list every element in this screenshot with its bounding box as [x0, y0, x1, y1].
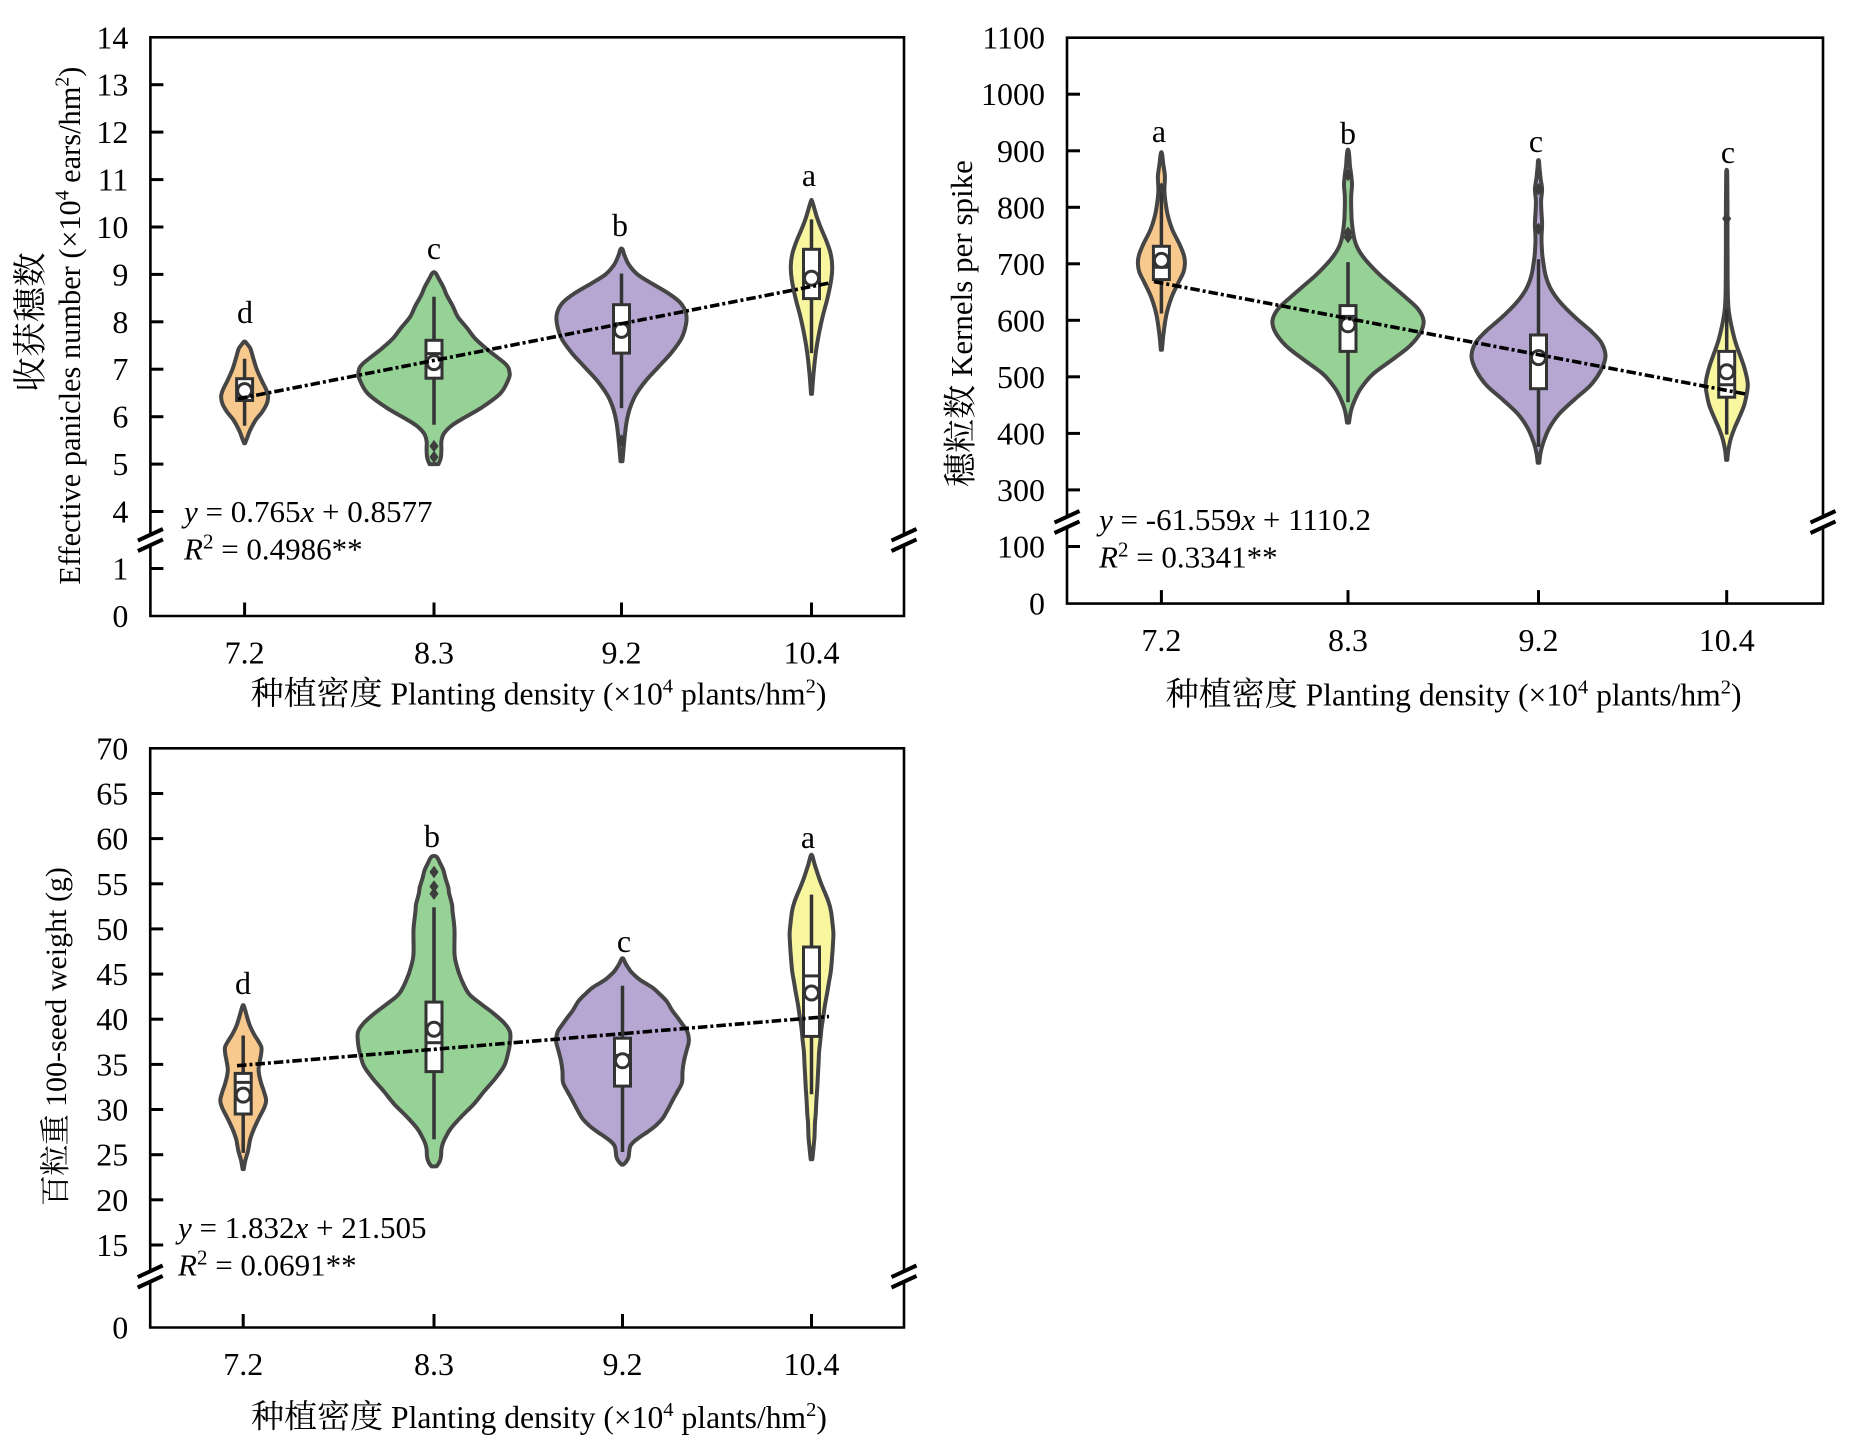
- svg-text:d: d: [235, 965, 251, 1001]
- svg-text:500: 500: [997, 359, 1045, 395]
- svg-text:12: 12: [96, 114, 128, 150]
- svg-text:7.2: 7.2: [225, 635, 265, 671]
- svg-text:Effective panicles number (: Effective panicles number (: [53, 248, 87, 584]
- svg-text:70: 70: [96, 730, 128, 766]
- svg-text:100: 100: [997, 529, 1045, 565]
- svg-text:2: 2: [1721, 676, 1731, 698]
- svg-text:9.2: 9.2: [603, 1346, 643, 1382]
- svg-text:d: d: [237, 294, 253, 330]
- svg-text:45: 45: [96, 956, 128, 992]
- svg-text:300: 300: [997, 472, 1045, 508]
- svg-text:Planting density (: Planting density (: [383, 677, 614, 712]
- svg-text:1000: 1000: [981, 76, 1045, 112]
- svg-text:4: 4: [51, 190, 73, 200]
- svg-text:20: 20: [96, 1182, 128, 1218]
- svg-text:65: 65: [96, 776, 128, 812]
- svg-text:60: 60: [96, 821, 128, 857]
- svg-text:9.2: 9.2: [1519, 622, 1559, 658]
- svg-text:7.2: 7.2: [1141, 622, 1181, 658]
- svg-text:R2 = 0.0691**: R2 = 0.0691**: [177, 1246, 357, 1283]
- svg-text:c: c: [427, 230, 441, 266]
- svg-text:): ): [1731, 677, 1742, 712]
- svg-text:50: 50: [96, 911, 128, 947]
- svg-text:9.2: 9.2: [602, 635, 642, 671]
- svg-text:c: c: [1721, 134, 1735, 170]
- svg-text:700: 700: [997, 246, 1045, 282]
- svg-text:y = -61.559x + 1110.2: y = -61.559x + 1110.2: [1096, 502, 1371, 537]
- svg-text:y = 1.832x + 21.505: y = 1.832x + 21.505: [175, 1210, 427, 1245]
- svg-text:4: 4: [1578, 676, 1588, 698]
- svg-text:4: 4: [663, 1399, 673, 1421]
- svg-text:600: 600: [997, 302, 1045, 338]
- svg-text:b: b: [1340, 115, 1356, 151]
- svg-text:10.4: 10.4: [784, 1346, 840, 1382]
- svg-text:8: 8: [112, 304, 128, 340]
- svg-text:2: 2: [806, 1399, 816, 1421]
- svg-text:plants/hm: plants/hm: [673, 677, 806, 712]
- svg-text:11: 11: [98, 162, 129, 198]
- svg-text:b: b: [612, 207, 628, 243]
- svg-text:0: 0: [112, 598, 128, 634]
- svg-text:14: 14: [96, 19, 128, 55]
- svg-text:7.2: 7.2: [223, 1346, 263, 1382]
- svg-text:8.3: 8.3: [414, 635, 454, 671]
- svg-text:5: 5: [112, 446, 128, 482]
- svg-text:10: 10: [96, 209, 128, 245]
- svg-text:6: 6: [112, 399, 128, 435]
- svg-text:2: 2: [806, 676, 816, 698]
- svg-text:25: 25: [96, 1137, 128, 1173]
- svg-text:×10: ×10: [53, 200, 87, 248]
- svg-text:Planting density (: Planting density (: [1298, 677, 1529, 712]
- svg-text:0: 0: [112, 1310, 128, 1346]
- svg-text:): ): [53, 67, 87, 77]
- svg-text:plants/hm: plants/hm: [674, 1400, 807, 1435]
- svg-text:R2 = 0.4986**: R2 = 0.4986**: [183, 530, 363, 567]
- svg-text:9: 9: [112, 256, 128, 292]
- svg-text:c: c: [617, 923, 631, 959]
- svg-text:c: c: [1529, 123, 1543, 159]
- svg-text:R2 = 0.3341**: R2 = 0.3341**: [1098, 538, 1278, 575]
- svg-text:1100: 1100: [982, 20, 1045, 56]
- svg-text:y = 0.765x + 0.8577: y = 0.765x + 0.8577: [181, 494, 433, 529]
- svg-text:a: a: [801, 819, 815, 855]
- svg-text:4: 4: [663, 676, 673, 698]
- svg-text:0: 0: [1029, 586, 1045, 622]
- svg-text:ears/hm: ears/hm: [53, 86, 87, 190]
- svg-text:7: 7: [112, 351, 128, 387]
- svg-text:15: 15: [96, 1227, 128, 1263]
- svg-text:×10: ×10: [613, 677, 662, 712]
- svg-text:4: 4: [112, 494, 128, 530]
- svg-text:13: 13: [96, 67, 128, 103]
- svg-text:Kernels per spike: Kernels per spike: [944, 160, 979, 385]
- svg-text:30: 30: [96, 1092, 128, 1128]
- svg-text:100-seed weight (g): 100-seed weight (g): [40, 867, 73, 1114]
- svg-text:): ): [816, 677, 827, 712]
- svg-text:×10: ×10: [614, 1400, 663, 1435]
- svg-text:1: 1: [112, 551, 128, 587]
- svg-text:35: 35: [96, 1046, 128, 1082]
- svg-text:): ): [816, 1400, 827, 1435]
- svg-text:55: 55: [96, 866, 128, 902]
- svg-text:400: 400: [997, 415, 1045, 451]
- svg-text:8.3: 8.3: [414, 1346, 454, 1382]
- svg-text:900: 900: [997, 133, 1045, 169]
- svg-text:×10: ×10: [1529, 677, 1578, 712]
- svg-text:Planting density (: Planting density (: [383, 1400, 614, 1435]
- svg-text:plants/hm: plants/hm: [1588, 677, 1721, 712]
- svg-text:40: 40: [96, 1001, 128, 1037]
- svg-text:8.3: 8.3: [1328, 622, 1368, 658]
- svg-text:10.4: 10.4: [784, 635, 840, 671]
- svg-text:a: a: [1152, 113, 1166, 149]
- svg-text:2: 2: [51, 77, 73, 87]
- svg-text:800: 800: [997, 189, 1045, 225]
- svg-text:b: b: [424, 818, 440, 854]
- svg-text:10.4: 10.4: [1699, 622, 1755, 658]
- svg-text:a: a: [802, 157, 816, 193]
